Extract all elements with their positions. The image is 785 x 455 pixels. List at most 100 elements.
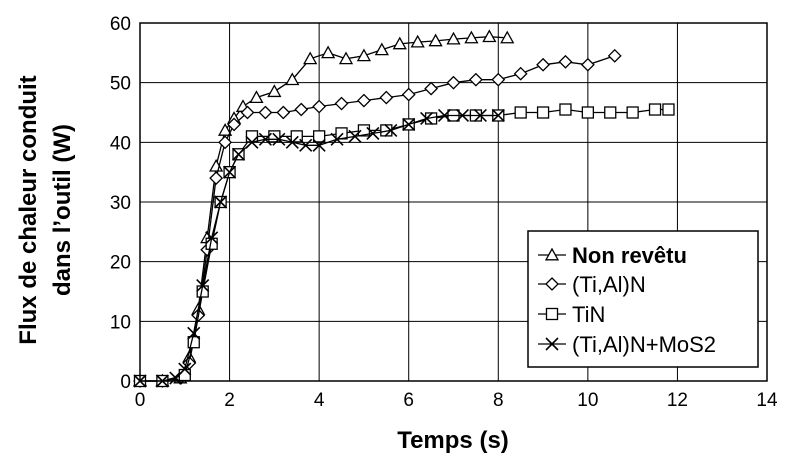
data-point-diamond (240, 105, 255, 120)
data-point-triangle (392, 36, 407, 50)
data-point-cross (348, 129, 362, 143)
data-point-diamond (276, 105, 291, 120)
data-point-triangle (217, 123, 233, 136)
data-point-square (178, 368, 191, 382)
data-point-diamond (607, 48, 622, 63)
data-point-diamond (294, 102, 309, 117)
data-point-diamond (558, 54, 573, 69)
x-tick-label: 12 (667, 390, 688, 411)
data-point-cross (258, 132, 272, 146)
data-point-diamond (536, 57, 550, 72)
data-point-triangle (446, 31, 461, 45)
plot-area-frame (139, 22, 768, 382)
y-axis-title-line2: dans l’outil (W) (49, 124, 76, 296)
data-point-square (312, 130, 326, 143)
data-point-triangle (285, 72, 300, 86)
data-point-diamond (491, 72, 506, 87)
legend-entry: (Ti,Al)N (538, 272, 646, 297)
data-point-square (514, 106, 527, 119)
x-tick-label: 6 (403, 390, 414, 411)
data-point-cross (473, 108, 487, 123)
y-tick-label: 40 (110, 133, 131, 154)
y-tick-label: 30 (110, 193, 131, 214)
legend-marker-diamond (545, 277, 559, 291)
data-point-cross (437, 108, 452, 123)
x-tick-label: 0 (135, 390, 146, 411)
data-point-cross (384, 123, 398, 137)
data-point-triangle (338, 51, 354, 65)
data-point-cross (366, 126, 380, 140)
data-point-square (536, 106, 550, 119)
data-point-diamond (357, 93, 371, 108)
legend-label: Non revêtu (572, 243, 687, 268)
x-tick-label: 2 (224, 390, 235, 411)
series-line (140, 114, 499, 382)
data-point-diamond (218, 135, 233, 150)
data-point-triangle (374, 42, 389, 56)
data-point-diamond (446, 75, 461, 90)
legend-label: (Ti,Al)N (572, 272, 646, 297)
data-point-cross (330, 132, 344, 146)
data-point-cross (196, 278, 210, 293)
data-point-diamond (312, 99, 327, 114)
y-tick-label: 50 (110, 74, 131, 95)
series-diamond (133, 48, 622, 388)
data-point-triangle (267, 84, 282, 98)
data-point-diamond (580, 57, 595, 72)
data-point-triangle (464, 30, 479, 44)
data-point-cross (178, 362, 192, 376)
tick-labels: 0 2 4 6 8 10 12 14 0 10 20 30 40 50 60 (110, 14, 778, 411)
data-point-square (245, 130, 259, 143)
grid-lines (140, 23, 767, 381)
data-point-diamond (401, 87, 416, 102)
data-point-triangle (482, 29, 497, 43)
data-point-triangle (320, 45, 336, 59)
legend-label: TiN (572, 302, 605, 327)
x-tick-label: 14 (756, 390, 778, 411)
data-point-cross (187, 326, 201, 340)
data-point-triangle (303, 51, 318, 65)
data-point-cross (245, 135, 259, 149)
data-point-diamond (227, 117, 241, 132)
series-cross (133, 108, 505, 388)
legend-entry: Non revêtu (538, 243, 687, 268)
data-point-cross (299, 138, 313, 152)
data-point-diamond (334, 96, 349, 111)
legend-box (527, 230, 759, 368)
data-point-cross (231, 147, 246, 161)
data-point-diamond (258, 105, 273, 120)
y-tick-label: 0 (120, 372, 131, 393)
data-point-triangle (249, 90, 264, 104)
data-point-cross (214, 195, 228, 209)
data-point-square (290, 130, 303, 143)
data-point-diamond (424, 81, 439, 96)
x-tick-label: 8 (493, 390, 504, 411)
data-point-diamond (513, 66, 528, 81)
data-point-cross (285, 135, 299, 149)
data-point-cross (402, 117, 416, 131)
y-tick-label: 10 (110, 312, 131, 333)
data-point-square (187, 336, 200, 349)
data-point-diamond (468, 72, 483, 87)
legend-marker-triangle (544, 247, 560, 261)
data-point-cross (223, 165, 237, 179)
y-axis-title-line1: Flux de chaleur conduit (15, 75, 42, 344)
data-point-square (581, 106, 595, 119)
data-point-triangle (410, 34, 425, 48)
x-tick-label: 10 (577, 390, 598, 411)
data-point-square (604, 106, 617, 119)
data-point-square (648, 103, 662, 116)
legend-entry: TiN (538, 302, 605, 327)
data-point-cross (491, 108, 505, 123)
legend-label: (Ti,Al)N+MoS2 (572, 332, 716, 357)
data-point-square (559, 103, 572, 116)
legend-marker-cross (545, 337, 559, 351)
x-tick-label: 4 (314, 390, 325, 411)
data-point-cross (420, 111, 434, 126)
legend-entry: (Ti,Al)N+MoS2 (538, 332, 716, 357)
data-point-square (626, 106, 639, 119)
y-tick-label: 20 (110, 253, 131, 274)
y-axis-title: Flux de chaleur conduit dans l’outil (W) (15, 75, 76, 344)
data-point-square (335, 127, 348, 140)
